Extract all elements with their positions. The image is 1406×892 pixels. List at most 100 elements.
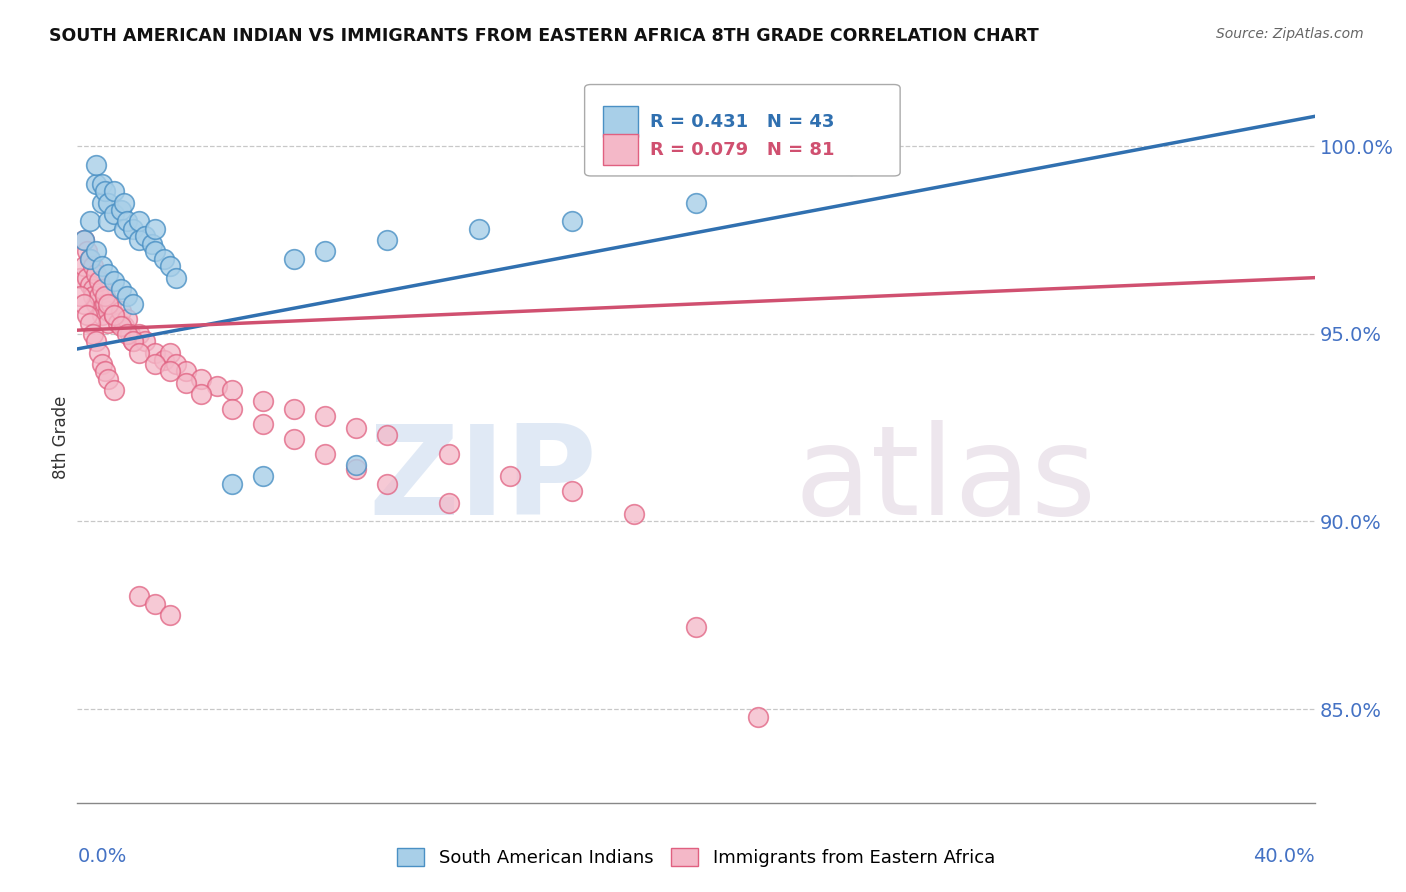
Point [344,462,367,476]
Point [72,297,94,311]
Point [134,334,156,349]
FancyBboxPatch shape [585,85,900,176]
Point [103,308,125,322]
Point [375,428,398,442]
Point [122,222,145,236]
Point [91,357,114,371]
Point [143,222,166,236]
Point [94,185,117,199]
Text: atlas: atlas [794,420,1097,541]
Point [134,229,156,244]
Point [87,274,110,288]
Point [128,214,150,228]
Point [375,233,398,247]
Point [153,353,176,368]
Point [375,477,398,491]
Y-axis label: 8th Grade: 8th Grade [52,395,70,479]
Point [97,214,120,228]
Point [159,345,181,359]
Point [115,312,138,326]
Point [143,357,166,371]
Point [84,177,107,191]
Point [747,709,769,723]
Point [84,158,107,172]
Legend: South American Indians, Immigrants from Eastern Africa: South American Indians, Immigrants from … [389,840,1002,874]
Point [82,260,104,274]
Point [79,214,101,228]
Point [79,316,101,330]
Point [128,326,150,341]
Point [128,233,150,247]
Point [72,260,94,274]
Point [76,270,98,285]
Point [91,177,114,191]
Point [72,233,94,247]
Point [79,252,101,266]
Point [84,244,107,259]
Point [82,282,104,296]
Point [97,195,120,210]
Point [97,297,120,311]
Point [174,376,197,390]
Point [91,282,114,296]
Point [252,394,274,409]
Point [91,260,114,274]
Point [112,319,135,334]
Point [221,477,243,491]
Point [84,267,107,281]
Point [153,252,176,266]
Point [97,304,120,318]
Point [110,203,132,218]
Point [112,195,135,210]
Point [94,364,117,378]
Point [79,252,101,266]
Point [143,597,166,611]
Point [143,244,166,259]
Point [221,383,243,397]
Point [91,195,114,210]
Point [128,345,150,359]
Point [314,244,336,259]
Point [97,267,120,281]
Point [252,469,274,483]
Point [91,301,114,315]
Point [103,383,125,397]
Point [685,619,707,633]
Point [437,496,460,510]
Point [82,289,104,303]
Point [561,214,583,228]
Text: ZIP: ZIP [368,420,598,541]
Point [115,289,138,303]
Point [344,420,367,434]
Point [84,334,107,349]
Point [190,372,212,386]
Point [165,357,187,371]
Point [118,326,141,341]
Point [87,289,110,303]
Point [69,270,91,285]
Point [107,316,129,330]
Point [128,590,150,604]
Text: R = 0.079   N = 81: R = 0.079 N = 81 [650,141,835,159]
FancyBboxPatch shape [603,106,638,137]
Point [122,334,145,349]
Point [623,507,645,521]
Point [82,326,104,341]
Text: 40.0%: 40.0% [1253,847,1315,866]
Point [115,214,138,228]
Point [122,297,145,311]
Point [159,608,181,623]
Point [344,458,367,473]
Point [190,387,212,401]
Point [252,417,274,431]
Point [76,308,98,322]
Point [103,308,125,322]
Point [94,289,117,303]
Point [314,447,336,461]
Point [561,484,583,499]
Point [839,158,862,172]
Point [72,233,94,247]
Point [122,334,145,349]
Point [499,469,522,483]
Point [685,195,707,210]
